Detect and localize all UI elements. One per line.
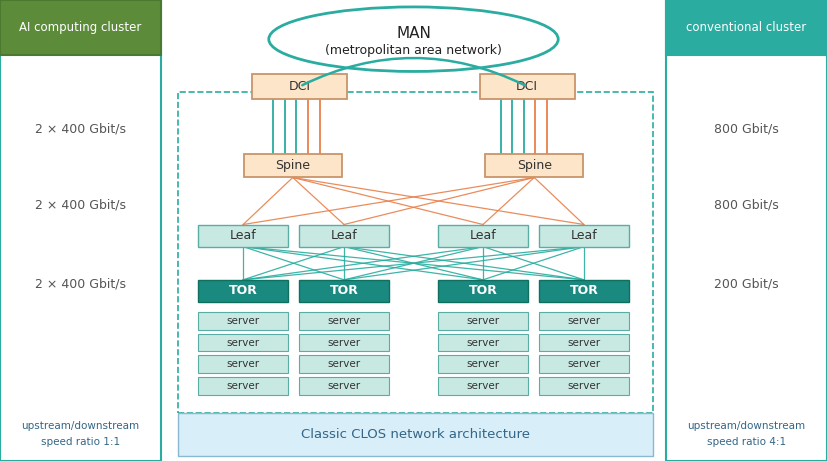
- Text: 800 Gbit/s: 800 Gbit/s: [714, 199, 779, 212]
- FancyBboxPatch shape: [539, 355, 629, 373]
- FancyBboxPatch shape: [299, 280, 389, 302]
- Text: DCI: DCI: [289, 80, 311, 93]
- FancyBboxPatch shape: [0, 0, 161, 461]
- Text: server: server: [466, 359, 500, 369]
- Text: Spine: Spine: [517, 159, 552, 172]
- FancyBboxPatch shape: [666, 0, 827, 461]
- Text: server: server: [567, 359, 600, 369]
- FancyBboxPatch shape: [539, 312, 629, 330]
- FancyBboxPatch shape: [299, 377, 389, 395]
- FancyBboxPatch shape: [198, 334, 288, 351]
- Text: TOR: TOR: [229, 284, 257, 297]
- Text: server: server: [567, 316, 600, 326]
- Text: TOR: TOR: [570, 284, 598, 297]
- Text: 2 × 400 Gbit/s: 2 × 400 Gbit/s: [35, 277, 127, 290]
- FancyBboxPatch shape: [666, 0, 827, 55]
- FancyBboxPatch shape: [299, 334, 389, 351]
- Text: server: server: [227, 337, 260, 348]
- FancyBboxPatch shape: [198, 312, 288, 330]
- FancyBboxPatch shape: [299, 312, 389, 330]
- Text: MAN: MAN: [396, 26, 431, 41]
- Text: 2 × 400 Gbit/s: 2 × 400 Gbit/s: [35, 123, 127, 136]
- Text: Leaf: Leaf: [571, 229, 597, 242]
- FancyBboxPatch shape: [438, 334, 528, 351]
- Text: server: server: [227, 359, 260, 369]
- Text: TOR: TOR: [330, 284, 358, 297]
- Text: server: server: [567, 381, 600, 391]
- FancyBboxPatch shape: [438, 355, 528, 373]
- FancyBboxPatch shape: [539, 334, 629, 351]
- Text: 800 Gbit/s: 800 Gbit/s: [714, 123, 779, 136]
- Text: Leaf: Leaf: [470, 229, 496, 242]
- Text: DCI: DCI: [516, 80, 538, 93]
- FancyBboxPatch shape: [539, 377, 629, 395]
- Text: upstream/downstream
speed ratio 4:1: upstream/downstream speed ratio 4:1: [687, 421, 805, 447]
- Text: server: server: [466, 337, 500, 348]
- Text: server: server: [227, 316, 260, 326]
- FancyBboxPatch shape: [198, 355, 288, 373]
- FancyBboxPatch shape: [438, 312, 528, 330]
- FancyBboxPatch shape: [198, 225, 288, 247]
- Text: server: server: [567, 337, 600, 348]
- FancyBboxPatch shape: [198, 377, 288, 395]
- Text: 200 Gbit/s: 200 Gbit/s: [714, 277, 779, 290]
- FancyBboxPatch shape: [438, 280, 528, 302]
- Ellipse shape: [269, 7, 558, 71]
- Text: server: server: [327, 359, 361, 369]
- Text: Leaf: Leaf: [331, 229, 357, 242]
- Text: server: server: [227, 381, 260, 391]
- FancyBboxPatch shape: [299, 225, 389, 247]
- Text: Leaf: Leaf: [230, 229, 256, 242]
- Text: conventional cluster: conventional cluster: [686, 21, 806, 34]
- Text: 2 × 400 Gbit/s: 2 × 400 Gbit/s: [35, 199, 127, 212]
- Text: Spine: Spine: [275, 159, 310, 172]
- Text: (metropolitan area network): (metropolitan area network): [325, 44, 502, 57]
- FancyBboxPatch shape: [178, 413, 653, 456]
- FancyBboxPatch shape: [485, 154, 583, 177]
- FancyBboxPatch shape: [539, 225, 629, 247]
- FancyBboxPatch shape: [539, 280, 629, 302]
- FancyBboxPatch shape: [244, 154, 342, 177]
- FancyBboxPatch shape: [438, 225, 528, 247]
- Text: server: server: [327, 337, 361, 348]
- FancyBboxPatch shape: [252, 74, 347, 99]
- FancyBboxPatch shape: [198, 280, 288, 302]
- FancyBboxPatch shape: [438, 377, 528, 395]
- Text: Classic CLOS network architecture: Classic CLOS network architecture: [301, 428, 530, 441]
- Text: TOR: TOR: [469, 284, 497, 297]
- Text: server: server: [466, 381, 500, 391]
- Text: server: server: [327, 316, 361, 326]
- Text: server: server: [466, 316, 500, 326]
- FancyBboxPatch shape: [480, 74, 575, 99]
- Text: AI computing cluster: AI computing cluster: [20, 21, 141, 34]
- FancyBboxPatch shape: [299, 355, 389, 373]
- Text: server: server: [327, 381, 361, 391]
- FancyBboxPatch shape: [0, 0, 161, 55]
- Text: upstream/downstream
speed ratio 1:1: upstream/downstream speed ratio 1:1: [22, 421, 140, 447]
